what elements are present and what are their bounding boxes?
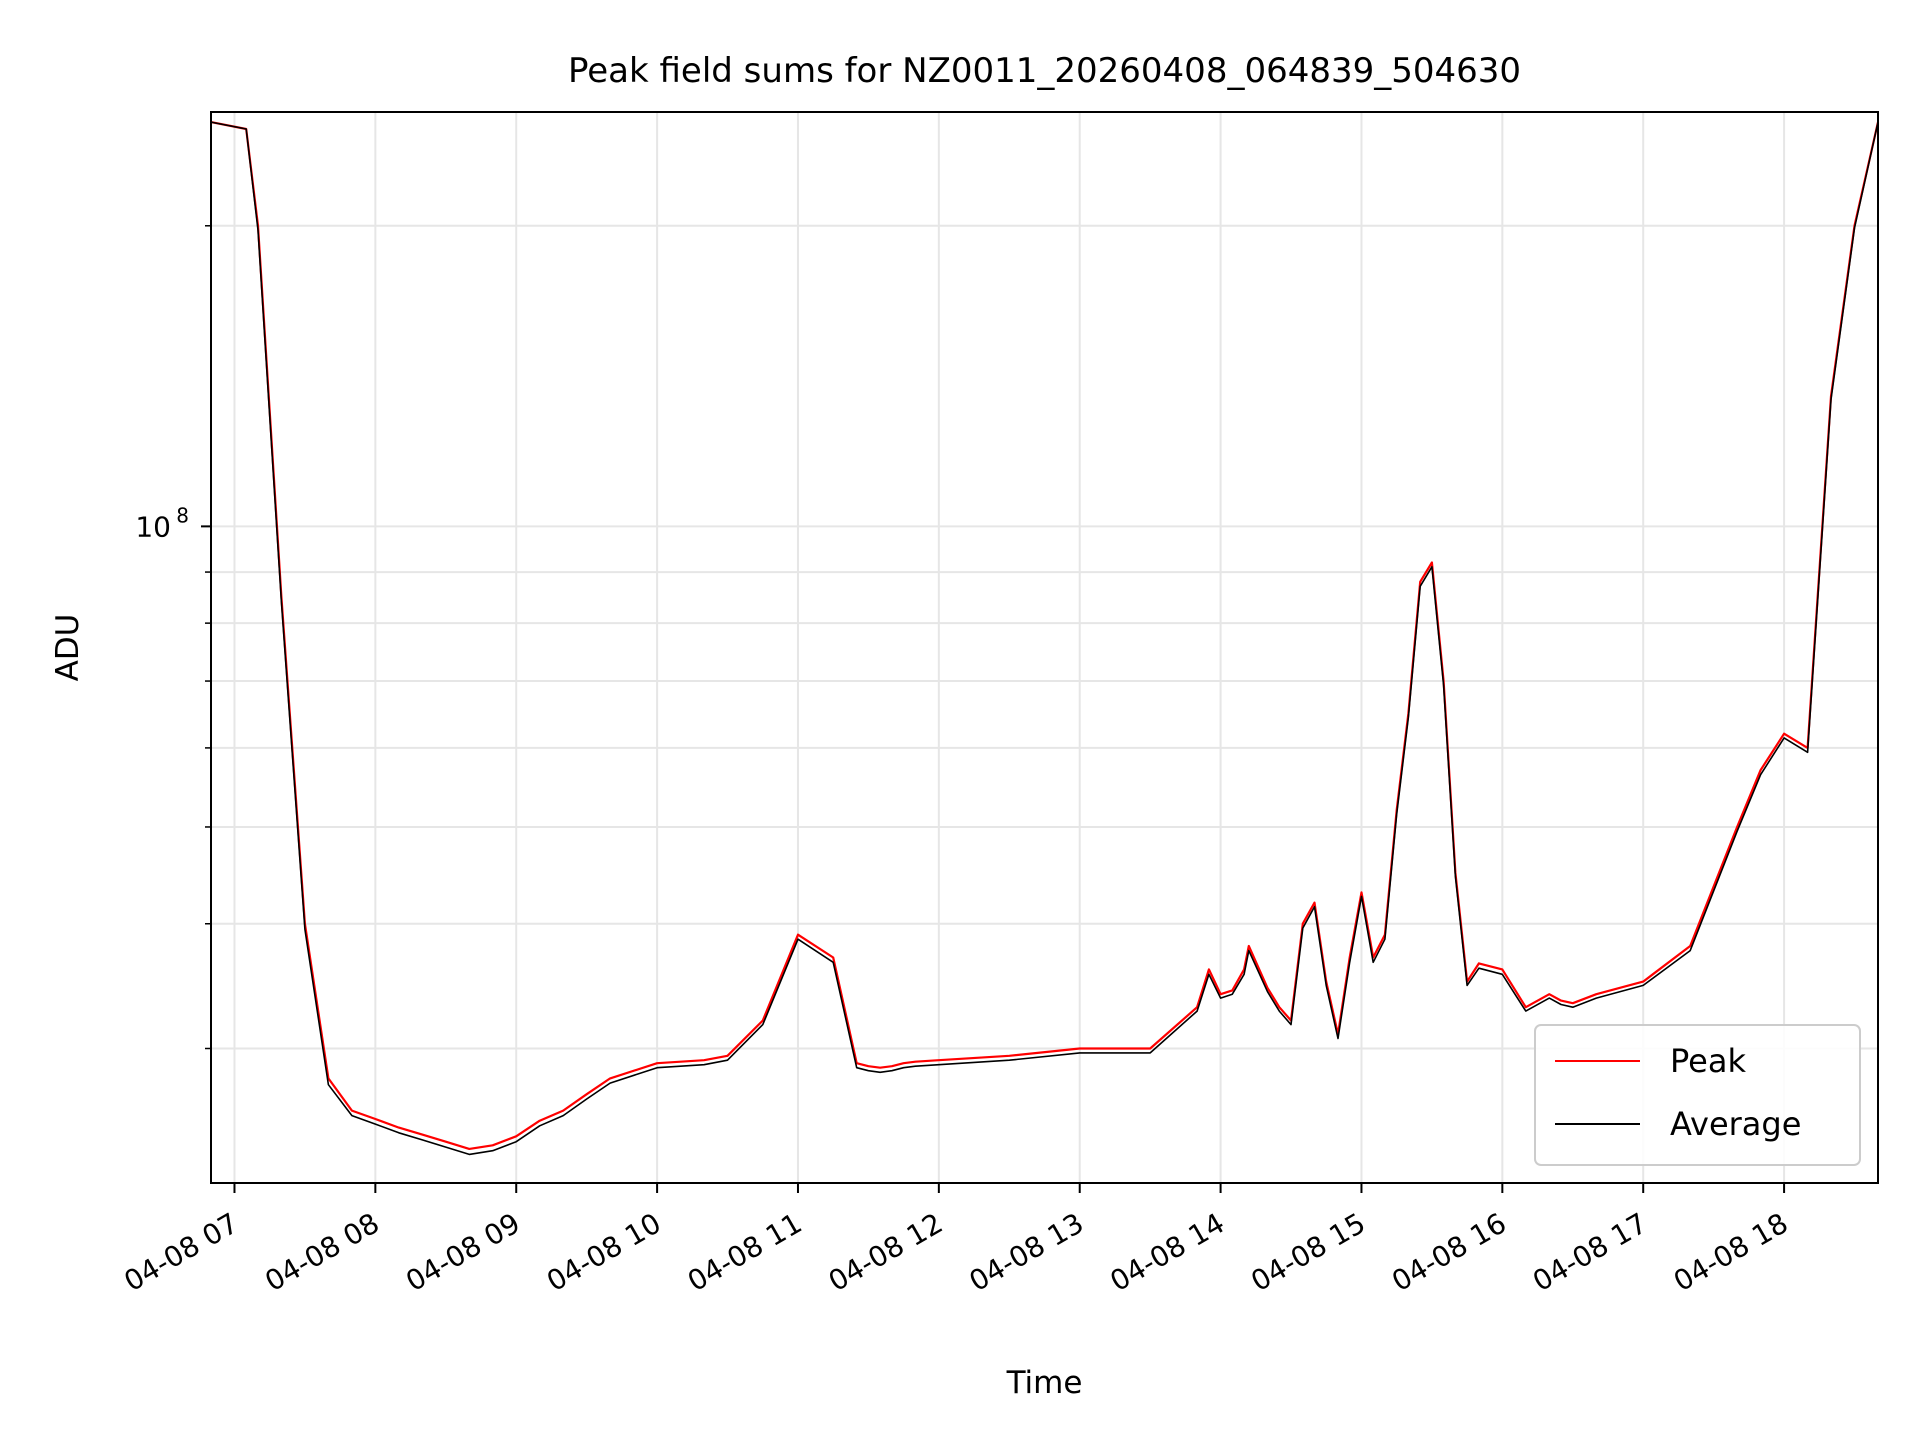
- legend-label-peak: Peak: [1670, 1042, 1746, 1080]
- x-axis-label: Time: [1006, 1365, 1083, 1401]
- chart-title: Peak field sums for NZ0011_20260408_0648…: [568, 51, 1521, 91]
- series-line-peak: [210, 121, 1880, 1151]
- grid: [211, 112, 1878, 1183]
- legend-label-average: Average: [1670, 1105, 1801, 1143]
- y-tick-exponent: 8: [176, 503, 189, 527]
- plot-frame: [210, 111, 1879, 1184]
- y-axis-label: ADU: [50, 614, 86, 682]
- y-tick-label: 10: [135, 510, 171, 543]
- legend: Peak Average: [1534, 1024, 1861, 1166]
- series-lines: [210, 121, 1880, 1156]
- series-line-average: [210, 121, 1879, 1156]
